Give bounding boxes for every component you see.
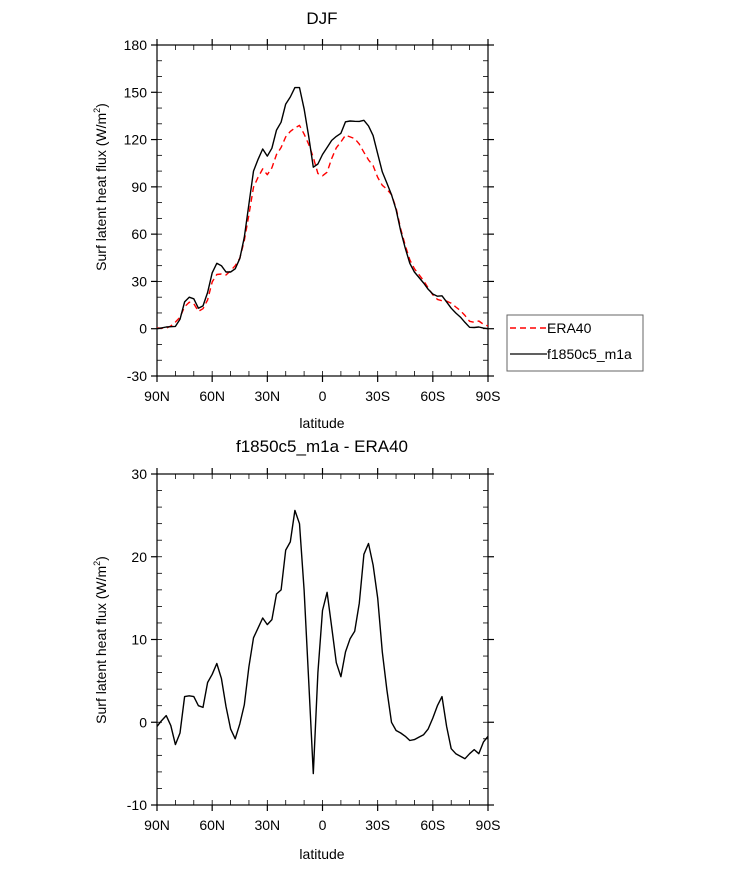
- y-tick-label: 0: [139, 321, 147, 337]
- x-tick-label: 30N: [254, 388, 280, 404]
- legend-box: [506, 314, 644, 372]
- x-tick-label: 30S: [365, 817, 390, 833]
- y-tick-label: 30: [131, 273, 147, 289]
- x-tick-label: 60S: [420, 388, 445, 404]
- x-tick-label: 90N: [144, 388, 170, 404]
- chart-title: f1850c5_m1a - ERA40: [236, 437, 408, 456]
- y-tick-label: 60: [131, 226, 147, 242]
- x-axis-label: latitude: [299, 415, 344, 431]
- x-tick-label: 90S: [476, 388, 501, 404]
- y-tick-label: -10: [127, 797, 147, 813]
- y-tick-label: 30: [131, 466, 147, 482]
- series-line-era40: [156, 124, 489, 329]
- x-tick-label: 60N: [199, 388, 225, 404]
- y-tick-label: 150: [124, 84, 148, 100]
- y-axis-label: Surf latent heat flux (W/m2): [92, 556, 109, 724]
- x-tick-label: 0: [319, 817, 327, 833]
- x-tick-label: 90N: [144, 817, 170, 833]
- y-tick-label: -30: [127, 368, 147, 384]
- x-tick-label: 60N: [199, 817, 225, 833]
- series-line-f1850c5-m1a-era40: [156, 509, 489, 775]
- panel-difference: f1850c5_m1a - ERA40 latitude Surf latent…: [92, 437, 500, 862]
- y-tick-label: 90: [131, 179, 147, 195]
- y-axis-label: Surf latent heat flux (W/m2): [92, 103, 109, 271]
- x-tick-label: 30N: [254, 817, 280, 833]
- x-tick-label: 30S: [365, 388, 390, 404]
- plot-frame: [156, 44, 489, 377]
- series-line-f1850c5-m1a: [156, 86, 489, 330]
- legend-label-model: f1850c5_m1a: [547, 346, 632, 362]
- chart-title: DJF: [306, 9, 337, 28]
- plot-frame: [156, 473, 489, 806]
- y-tick-label: 10: [131, 632, 147, 648]
- legend-label-era40: ERA40: [547, 320, 592, 336]
- panel-djf: DJF latitude Surf latent heat flux (W/m2…: [92, 9, 500, 431]
- x-axis-label: latitude: [299, 846, 344, 862]
- y-tick-label: 120: [124, 132, 148, 148]
- y-tick-label: 180: [124, 37, 148, 53]
- y-tick-label: 20: [131, 549, 147, 565]
- y-tick-label: 0: [139, 714, 147, 730]
- x-tick-label: 90S: [476, 817, 501, 833]
- x-tick-label: 60S: [420, 817, 445, 833]
- legend: ERA40 f1850c5_m1a: [506, 314, 644, 372]
- x-tick-label: 0: [319, 388, 327, 404]
